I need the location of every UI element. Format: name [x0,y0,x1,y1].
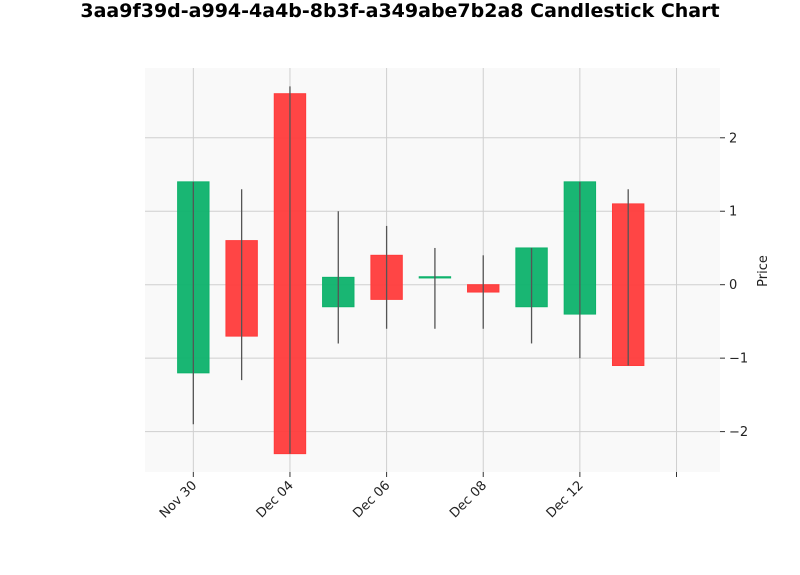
chart-title: 3aa9f39d-a994-4a4b-8b3f-a349abe7b2a8 Can… [80,0,719,22]
candle [467,255,500,329]
x-tick-label: Dec 12 [544,478,587,521]
candle [322,211,355,344]
x-axis: Nov 30 Dec 04 Dec 06 Dec 08 Dec 12 [157,472,678,521]
y-axis: −2 −1 0 1 2 [720,131,748,440]
candles [177,86,645,455]
candle [515,247,548,344]
candle [563,181,597,359]
x-tick-label: Dec 08 [447,478,490,521]
x-tick-label: Dec 06 [350,478,393,521]
x-tick-label: Nov 30 [157,478,200,521]
y-axis-label: Price [756,255,771,287]
candle [177,181,210,425]
y-tick-label: 2 [729,131,737,146]
y-tick-label: −2 [729,425,748,440]
candle [418,247,452,329]
y-tick-label: 1 [729,205,737,220]
x-tick-label: Dec 04 [254,478,297,521]
candle [225,189,258,381]
y-tick-label: 0 [729,278,737,293]
candle [370,225,403,329]
candle [611,189,645,366]
y-tick-label: −1 [729,352,748,367]
candle [273,86,307,455]
